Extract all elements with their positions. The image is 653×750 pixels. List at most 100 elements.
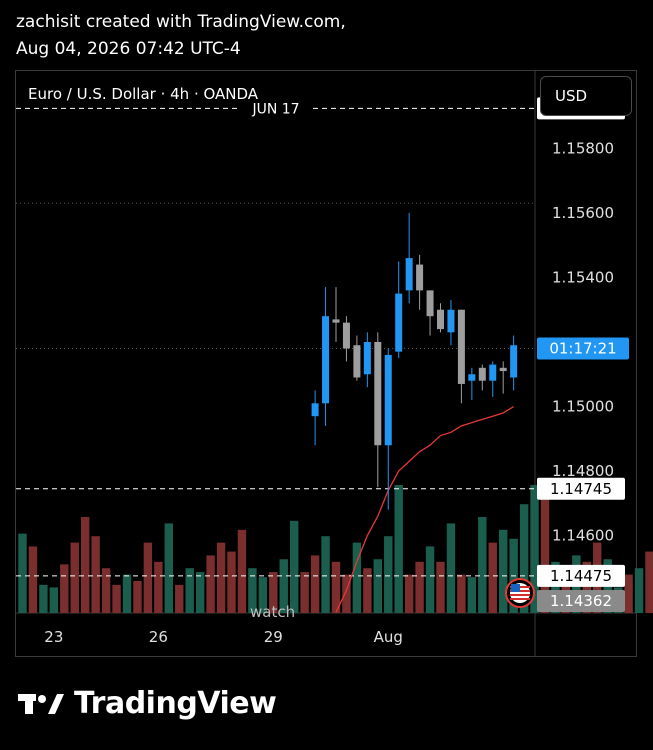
- volume-bar: [70, 542, 79, 613]
- volume-bar: [321, 536, 330, 613]
- volume-bar: [373, 559, 382, 613]
- candle-body: [342, 322, 350, 349]
- candle-body: [353, 345, 361, 378]
- volume-bar: [290, 520, 299, 613]
- volume-bar: [342, 574, 351, 613]
- volume-bar: [18, 533, 27, 613]
- flag-stripe: [510, 594, 530, 596]
- volume-bar: [436, 561, 445, 613]
- volume-bar: [331, 561, 341, 613]
- volume-bar: [248, 568, 257, 613]
- candle-body: [322, 316, 330, 404]
- x-tick-label: Aug: [374, 628, 403, 646]
- volume-bar: [488, 542, 497, 613]
- volume-bar: [154, 561, 163, 613]
- volume-bar: [91, 536, 100, 613]
- annotation-label: JUN 17: [251, 101, 299, 117]
- volume-bar: [645, 551, 653, 613]
- candle-body: [374, 342, 382, 446]
- volume-bar: [457, 574, 466, 613]
- volume-bar: [425, 546, 435, 613]
- volume-bar: [300, 572, 309, 613]
- volume-bar: [28, 546, 38, 613]
- x-tick-label: 26: [149, 628, 168, 646]
- volume-bar: [415, 561, 424, 613]
- volume-bar: [363, 568, 372, 613]
- volume-bar: [206, 555, 215, 613]
- chart-frame: [15, 70, 637, 657]
- brand-footer: TradingView: [18, 686, 277, 721]
- watermark-text: watch: [250, 603, 295, 621]
- volume-bar: [81, 517, 90, 613]
- y-tick-label: 1.15000: [552, 398, 614, 416]
- candle-body: [395, 293, 403, 352]
- volume-bar: [279, 559, 288, 613]
- volume-bar: [227, 551, 236, 613]
- volume-bar: [384, 536, 393, 613]
- volume-bar: [551, 561, 560, 613]
- y-tick-label: 1.15800: [552, 139, 614, 157]
- volume-bar: [122, 574, 132, 613]
- volume-bar: [582, 561, 591, 613]
- candle-body: [437, 309, 444, 330]
- y-tick-label: 1.14800: [552, 462, 614, 480]
- volume-bar: [175, 584, 184, 613]
- volume-bar: [185, 568, 194, 613]
- x-tick-label: 23: [44, 628, 63, 646]
- y-tick-label: 1.15400: [552, 268, 614, 286]
- price-label-box: [537, 590, 625, 612]
- candle-body: [332, 319, 340, 323]
- volume-bar: [101, 568, 111, 613]
- y-tick-label: 1.14600: [552, 527, 614, 545]
- y-tick-label: 1.15600: [552, 204, 614, 222]
- candle-body: [384, 354, 392, 446]
- volume-bar: [133, 581, 142, 613]
- volume-bar: [467, 577, 477, 613]
- volume-bar: [310, 555, 320, 613]
- volume-bar: [624, 574, 633, 613]
- candle-body: [311, 403, 319, 417]
- volume-bar: [143, 542, 153, 613]
- volume-bar: [269, 572, 278, 613]
- volume-bar: [394, 485, 403, 613]
- candle-body: [499, 367, 507, 372]
- x-tick-label: 29: [264, 628, 283, 646]
- volume-bar: [258, 577, 268, 613]
- flag-canton: [511, 584, 520, 592]
- volume-bar: [530, 485, 539, 613]
- moving-average-line: [335, 405, 514, 613]
- volume-bar: [404, 574, 414, 613]
- timestamp-line: Aug 04, 2026 07:42 UTC-4: [16, 39, 241, 59]
- candle-body: [447, 309, 455, 333]
- candle-body: [489, 364, 497, 381]
- candle-body: [457, 309, 465, 384]
- price-label-box: [537, 477, 625, 500]
- brand-name: TradingView: [74, 686, 277, 721]
- volume-bar: [112, 584, 121, 613]
- volume-bar: [164, 523, 173, 613]
- volume-bar: [352, 542, 362, 613]
- volume-bar: [237, 529, 247, 613]
- candle-body: [478, 367, 486, 381]
- symbol-title: Euro / U.S. Dollar · 4h · OANDA: [28, 85, 259, 103]
- volume-bar: [499, 529, 508, 613]
- volume-bar: [540, 491, 550, 613]
- annotation-backdrop: [240, 98, 312, 119]
- currency-button[interactable]: USD: [540, 76, 632, 116]
- countdown-box: [537, 337, 629, 360]
- volume-bar: [49, 587, 59, 613]
- volume-bar: [39, 584, 48, 613]
- volume-bar: [216, 542, 226, 613]
- candle-body: [468, 374, 476, 381]
- price-label-text: 1.14362: [550, 592, 612, 610]
- price-label-text: 1.14475: [550, 567, 612, 585]
- countdown-text: 01:17:21: [549, 339, 616, 357]
- volume-bar: [446, 523, 456, 613]
- tradingview-logo-icon: [18, 693, 64, 714]
- author-line: zachisit created with TradingView.com,: [16, 12, 346, 32]
- candle-body: [510, 345, 518, 378]
- volume-bar: [519, 504, 529, 613]
- flag-stripe: [510, 598, 530, 600]
- volume-bar: [60, 564, 69, 613]
- volume-bar: [634, 568, 644, 613]
